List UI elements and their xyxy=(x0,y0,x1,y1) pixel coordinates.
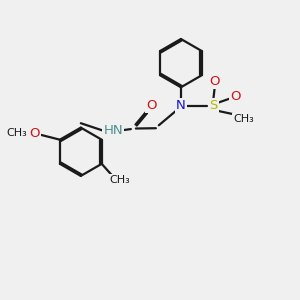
Text: CH₃: CH₃ xyxy=(109,175,130,185)
Text: CH₃: CH₃ xyxy=(6,128,27,138)
Text: O: O xyxy=(146,99,157,112)
Text: S: S xyxy=(209,99,218,112)
Text: O: O xyxy=(30,127,40,140)
Text: O: O xyxy=(230,90,241,103)
Text: HN: HN xyxy=(103,124,123,137)
Text: CH₃: CH₃ xyxy=(233,114,254,124)
Text: N: N xyxy=(176,99,186,112)
Text: O: O xyxy=(209,75,220,88)
